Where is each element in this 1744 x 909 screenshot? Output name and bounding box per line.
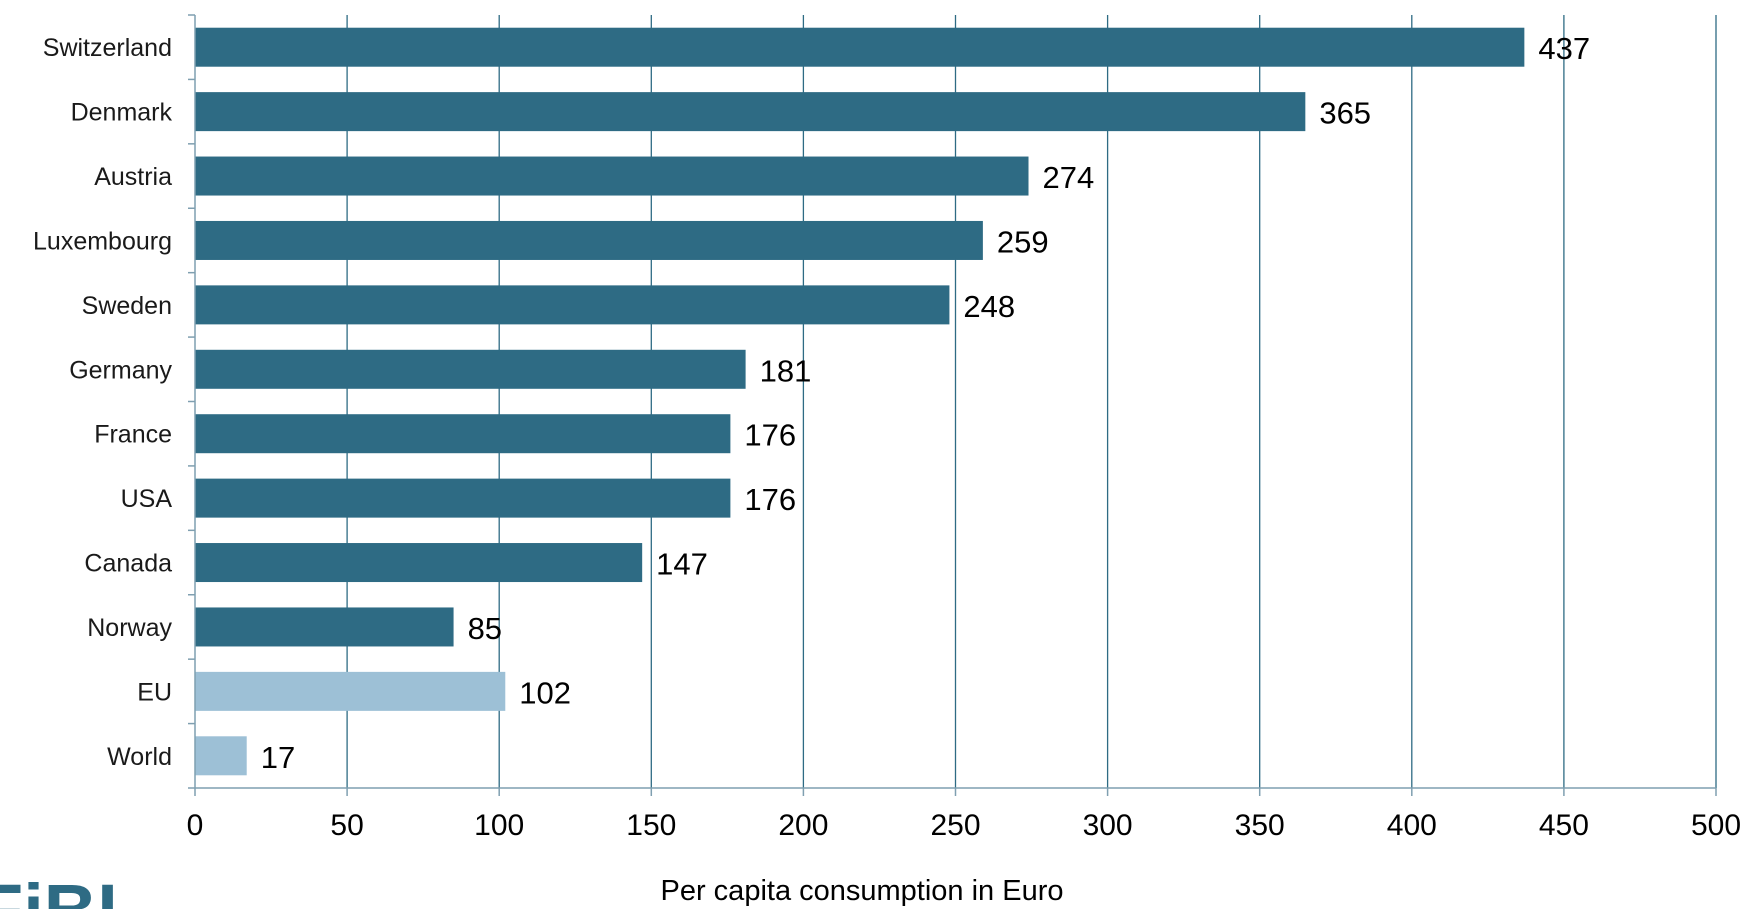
data-label: 102 <box>519 675 571 710</box>
bar-denmark <box>195 92 1306 132</box>
bar-france <box>195 414 731 454</box>
data-label: 176 <box>744 482 796 517</box>
category-label: World <box>107 743 172 771</box>
category-label: Switzerland <box>43 34 172 62</box>
x-tick-label: 400 <box>1387 809 1437 842</box>
x-tick-label: 150 <box>626 809 676 842</box>
data-label: 147 <box>656 547 708 582</box>
logo-text: FiBL <box>0 869 142 909</box>
category-label: Sweden <box>82 292 172 320</box>
bar-germany <box>195 349 746 389</box>
bar-world <box>195 736 247 776</box>
data-label: 85 <box>468 611 502 646</box>
bar-canada <box>195 543 643 583</box>
data-label: 259 <box>997 224 1049 259</box>
fibl-logo: FiBL <box>0 869 142 909</box>
bar-austria <box>195 156 1029 196</box>
data-label: 17 <box>261 740 295 775</box>
bar-norway <box>195 607 454 647</box>
category-label: Denmark <box>71 99 173 127</box>
grid-lines <box>346 15 1717 788</box>
data-label: 248 <box>963 289 1015 324</box>
x-tick-label: 100 <box>474 809 524 842</box>
category-label: EU <box>137 678 172 706</box>
category-label: France <box>94 421 172 449</box>
x-tick-label: 0 <box>187 809 204 842</box>
bar-switzerland <box>195 27 1525 67</box>
bar-sweden <box>195 285 950 325</box>
x-tick-label: 450 <box>1539 809 1589 842</box>
x-tick-label: 200 <box>778 809 828 842</box>
category-label: Germany <box>69 356 172 384</box>
x-tick-label: 250 <box>930 809 980 842</box>
labels: 0 50 100 150 200 250 300 350 400 450 500 Switzerlan… <box>33 31 1741 842</box>
bar-luxembourg <box>195 220 983 260</box>
axes <box>188 14 1717 796</box>
data-label: 176 <box>744 418 796 453</box>
bars <box>195 27 1525 776</box>
data-label: 274 <box>1043 160 1095 195</box>
category-label: Luxembourg <box>33 227 172 255</box>
x-tick-label: 350 <box>1235 809 1285 842</box>
data-label: 437 <box>1538 31 1590 66</box>
bar-usa <box>195 478 731 518</box>
category-label: Canada <box>84 550 172 578</box>
x-axis-title: Per capita consumption in Euro <box>661 875 1064 907</box>
x-tick-label: 300 <box>1083 809 1133 842</box>
data-label: 181 <box>760 353 812 388</box>
data-label: 365 <box>1319 96 1371 131</box>
x-tick-label: 50 <box>330 809 363 842</box>
category-label: Austria <box>94 163 172 191</box>
bar-eu <box>195 671 506 711</box>
category-label: Norway <box>87 614 172 642</box>
category-label: USA <box>121 485 173 513</box>
x-tick-label: 500 <box>1691 809 1741 842</box>
